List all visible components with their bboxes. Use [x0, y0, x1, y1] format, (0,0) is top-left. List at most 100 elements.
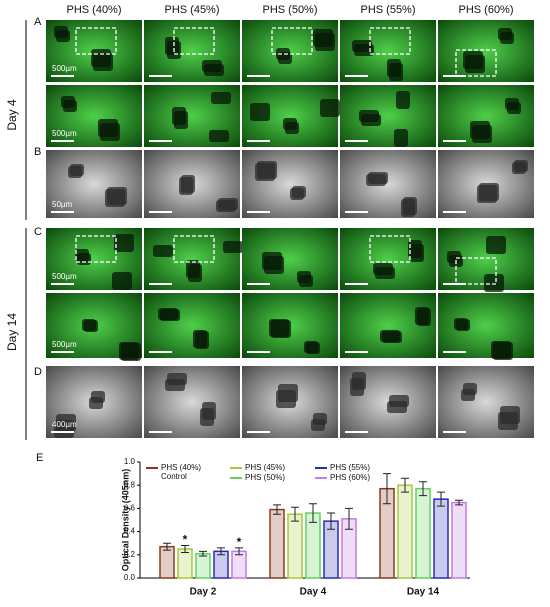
micrograph [438, 20, 534, 82]
pore [292, 186, 306, 198]
error-bar [273, 504, 281, 515]
roi-box [75, 27, 117, 55]
micrograph [438, 293, 534, 358]
legend-note: Control [161, 472, 187, 481]
roi-box [173, 235, 215, 263]
pore [306, 342, 320, 354]
pore [417, 308, 431, 326]
bar [269, 508, 285, 579]
bar [231, 550, 247, 579]
x-tick-label: Day 4 [300, 587, 327, 598]
column-header: PHS (55%) [360, 4, 415, 16]
scale-label: 500µm [52, 129, 77, 138]
error-bar [235, 547, 243, 556]
x-tick-label: Day 14 [407, 587, 440, 598]
micrograph [144, 293, 240, 358]
pore [320, 99, 340, 117]
error-bar [327, 512, 335, 530]
pore [202, 402, 216, 420]
pore [93, 53, 113, 71]
pore [299, 275, 313, 287]
pore [278, 52, 292, 64]
pore [153, 245, 173, 257]
pore [77, 253, 91, 265]
error-bar [217, 547, 225, 556]
scale-label: 400µm [52, 420, 77, 429]
legend-label: PHS (40%) [161, 463, 201, 472]
pore [465, 55, 485, 73]
panel-letter: D [34, 366, 42, 378]
column-header: PHS (50%) [262, 4, 317, 16]
legend-label: PHS (55%) [330, 463, 370, 472]
pore [257, 161, 277, 179]
roi-box [455, 257, 497, 285]
scale-label: 500µm [52, 64, 77, 73]
roi-box [271, 27, 313, 55]
legend-label: PHS (45%) [245, 463, 285, 472]
error-bar [199, 550, 207, 557]
error-bar [309, 503, 317, 523]
roi-box [369, 235, 411, 263]
pore [500, 406, 520, 424]
error-bar [383, 473, 391, 505]
pore [486, 236, 506, 254]
pore [56, 30, 70, 42]
y-tick-label: 0.0 [124, 573, 136, 582]
micrograph [242, 150, 338, 218]
bar [451, 501, 467, 579]
error-bar [345, 507, 353, 530]
significance: * [237, 535, 242, 549]
pore [195, 331, 209, 349]
micrograph [144, 20, 240, 82]
pore [394, 129, 408, 147]
error-bar [437, 491, 445, 507]
pore [493, 342, 513, 360]
pore [361, 114, 381, 126]
y-tick-label: 0.6 [124, 504, 136, 513]
error-bar [163, 542, 171, 551]
legend-label: PHS (60%) [330, 473, 370, 482]
bar [177, 548, 193, 579]
day-label: Day 14 [5, 313, 19, 351]
error-bar [419, 481, 427, 497]
panel-letter: E [36, 452, 43, 464]
pore [91, 391, 105, 403]
column-header: PHS (45%) [164, 4, 219, 16]
y-tick-label: 0.8 [124, 480, 136, 489]
pore [250, 103, 270, 121]
pore [112, 272, 132, 290]
bar [213, 550, 229, 579]
pore [313, 413, 327, 425]
y-tick-label: 0.2 [124, 550, 136, 559]
bar [397, 484, 413, 579]
pore [107, 187, 127, 205]
error-bar [455, 499, 463, 506]
pore [375, 267, 395, 279]
pore [209, 130, 229, 142]
pore [56, 414, 76, 432]
micrograph [340, 150, 436, 218]
pore [315, 33, 335, 51]
pore [160, 309, 180, 321]
pore [500, 32, 514, 44]
panel-letter: A [34, 16, 42, 28]
pore [264, 256, 284, 274]
error-bar [291, 506, 299, 522]
y-tick-label: 1.0 [124, 457, 136, 466]
pore [463, 383, 477, 395]
pore [278, 384, 298, 402]
micrograph [144, 366, 240, 438]
pore [204, 64, 224, 76]
day-label: Day 4 [5, 99, 19, 131]
pore [271, 320, 291, 338]
pore [188, 264, 202, 282]
bar [195, 552, 211, 579]
pore [479, 183, 499, 201]
pore [121, 343, 141, 361]
pore [389, 63, 403, 81]
roi-box [455, 49, 497, 77]
pore [403, 197, 417, 215]
roi-box [75, 235, 117, 263]
pore [63, 100, 77, 112]
